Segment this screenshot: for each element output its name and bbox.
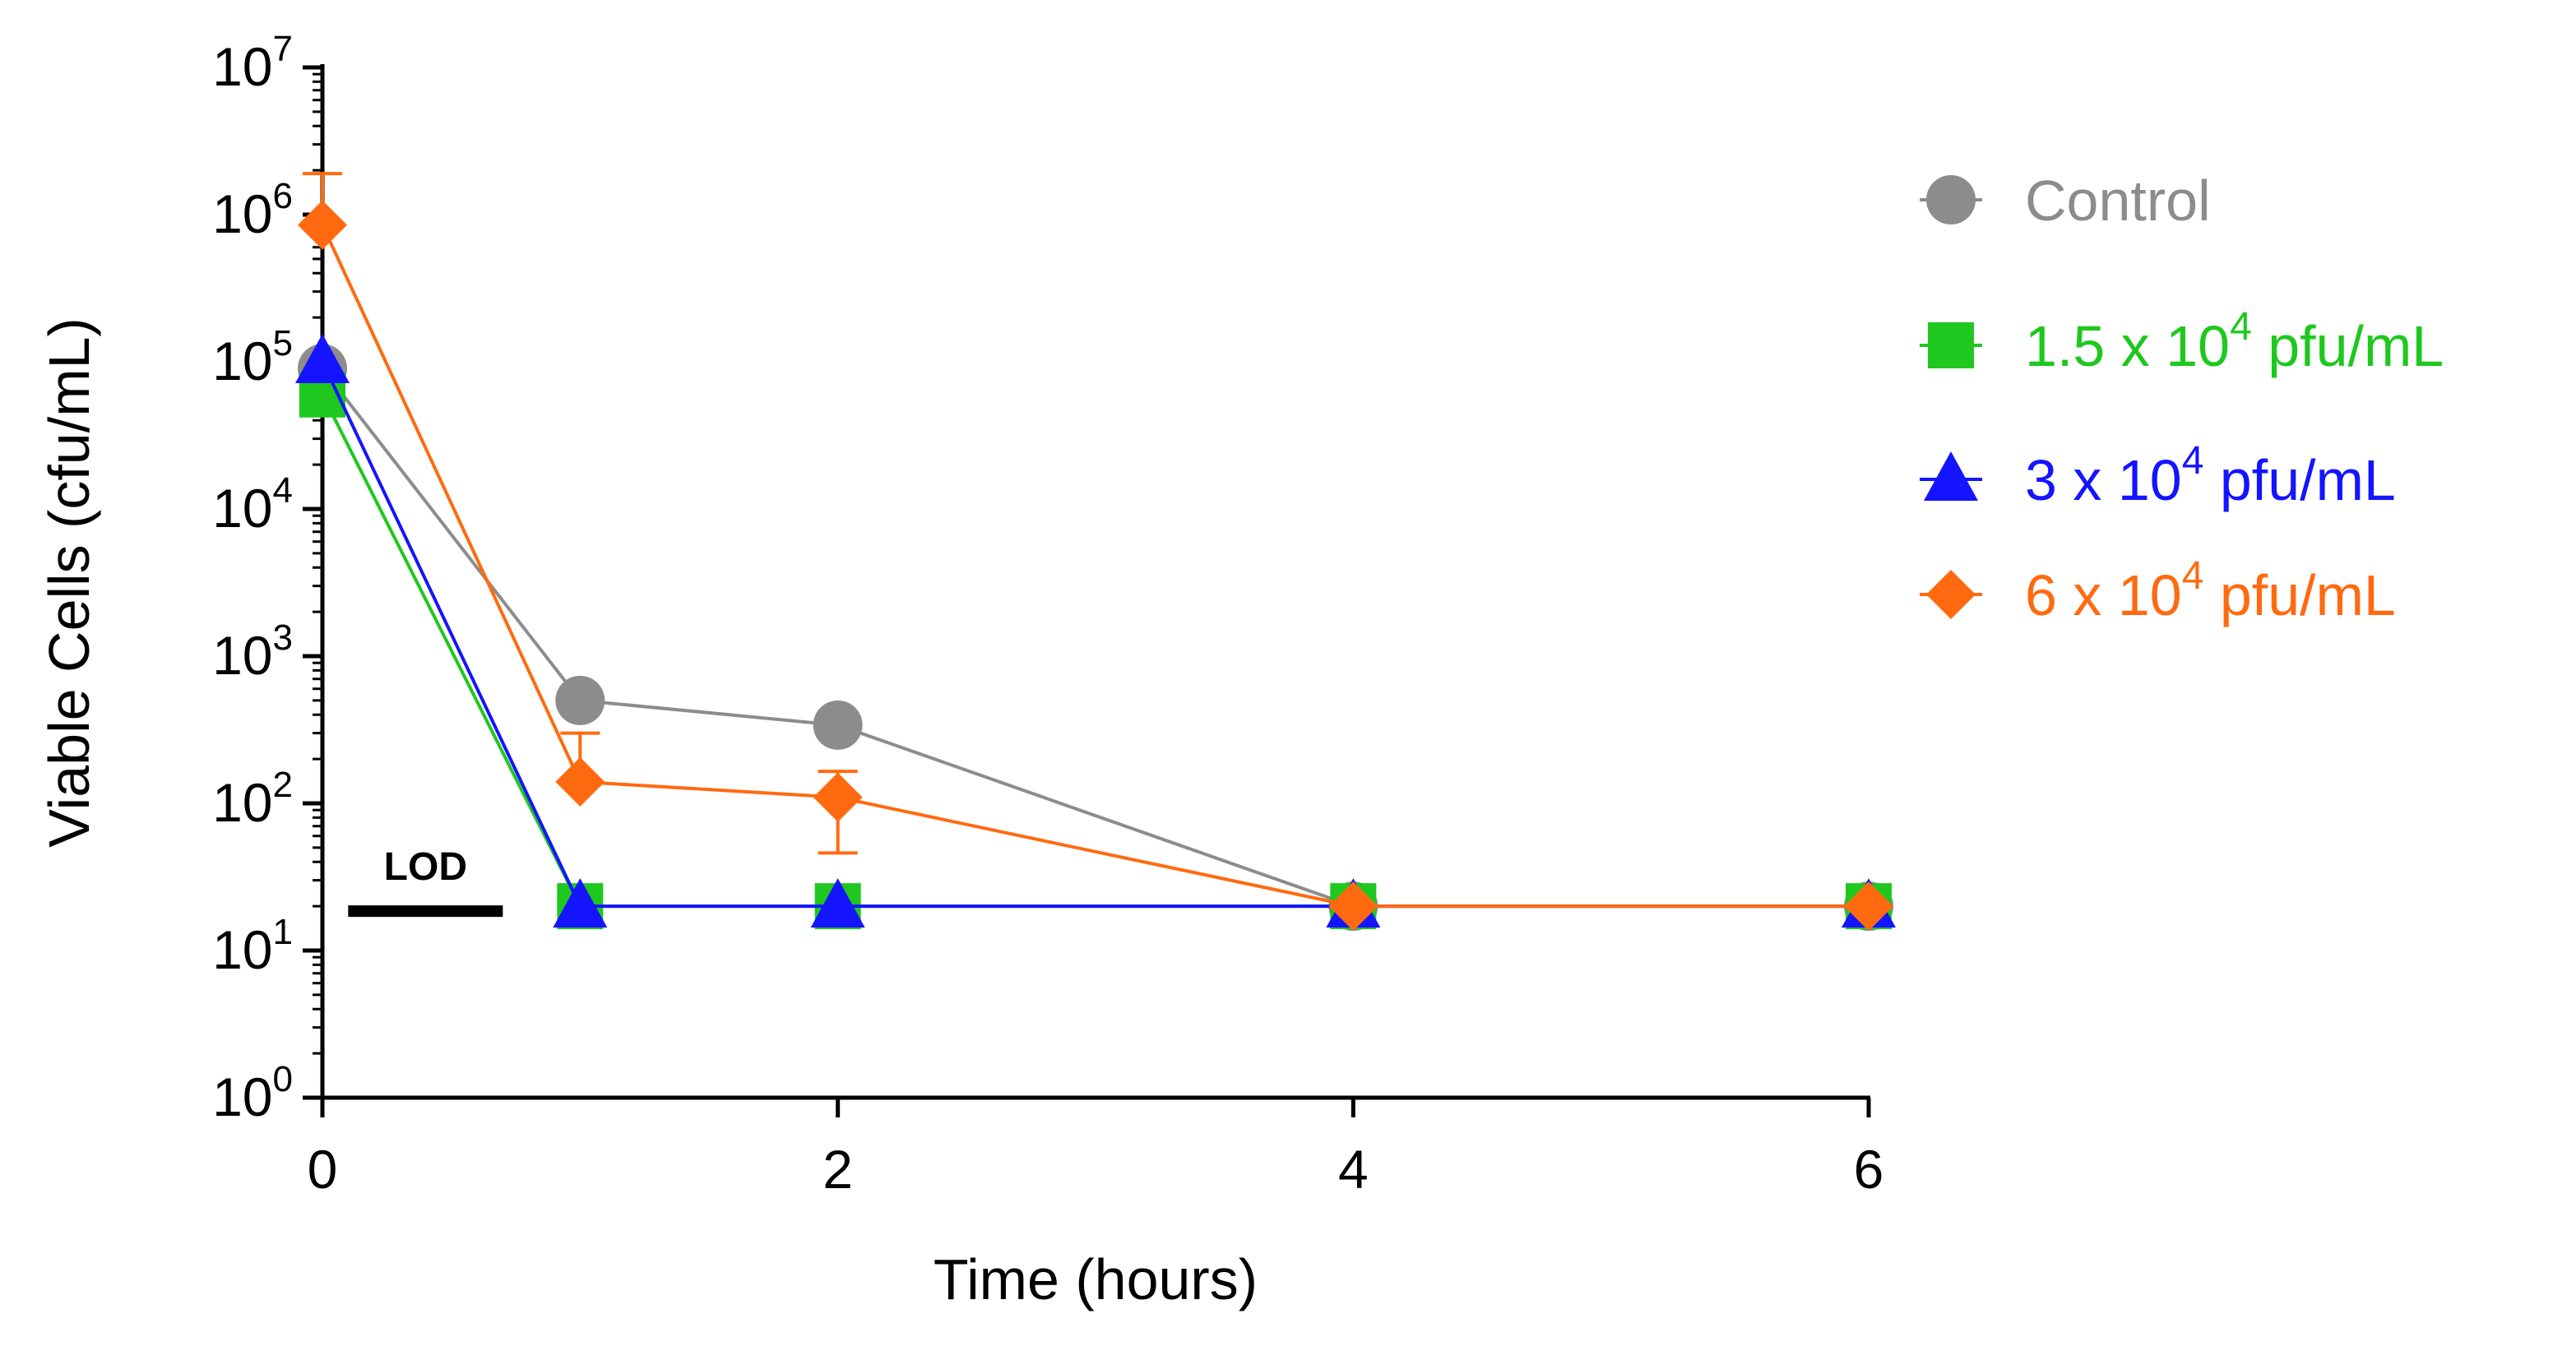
y-tick-base: 10 bbox=[212, 1066, 272, 1127]
data-point bbox=[813, 772, 863, 822]
y-axis-title: Viable Cells (cfu/mL) bbox=[37, 317, 101, 848]
y-tick-label: 107 bbox=[212, 29, 293, 97]
legend-text: 3 x 10 bbox=[2025, 448, 2182, 512]
legend-exponent: 4 bbox=[2182, 554, 2204, 598]
legend-entry: 6 x 104 pfu/mL bbox=[1920, 554, 2396, 627]
y-tick-base: 10 bbox=[212, 625, 272, 686]
x-tick-label: 0 bbox=[308, 1139, 338, 1200]
data-point bbox=[295, 334, 350, 383]
series-line bbox=[321, 224, 1869, 909]
series-line bbox=[321, 367, 1869, 909]
data-point bbox=[1328, 881, 1378, 932]
legend-marker bbox=[1928, 322, 1974, 368]
y-tick-base: 10 bbox=[212, 183, 272, 244]
legend-marker bbox=[1926, 570, 1976, 619]
x-tick-label: 2 bbox=[822, 1139, 853, 1200]
y-tick-base: 10 bbox=[212, 36, 272, 97]
y-tick-exponent: 7 bbox=[273, 29, 293, 69]
y-tick-base: 10 bbox=[212, 331, 272, 391]
data-point bbox=[810, 878, 865, 928]
series-diamond bbox=[298, 172, 1893, 932]
lod-label: LOD bbox=[384, 845, 467, 889]
series-square bbox=[299, 371, 1892, 930]
y-tick-exponent: 3 bbox=[273, 617, 293, 658]
legend-marker bbox=[1926, 175, 1976, 224]
y-tick-label: 105 bbox=[212, 323, 293, 391]
y-tick-base: 10 bbox=[212, 478, 272, 539]
legend-marker bbox=[1924, 451, 1978, 501]
series-line bbox=[321, 393, 1869, 909]
series-group bbox=[295, 172, 1896, 932]
lod-group: LOD bbox=[348, 845, 503, 918]
legend-text: 6 x 10 bbox=[2025, 563, 2182, 627]
y-tick-label: 106 bbox=[212, 176, 293, 244]
legend-label: 6 x 104 pfu/mL bbox=[2025, 554, 2396, 627]
data-point bbox=[553, 878, 608, 928]
y-tick-base: 10 bbox=[212, 919, 272, 980]
y-tick-label: 104 bbox=[212, 470, 293, 539]
legend-text: 1.5 x 10 bbox=[2025, 314, 2230, 378]
series-circle bbox=[298, 344, 1893, 932]
legend-exponent: 4 bbox=[2182, 439, 2204, 483]
legend-text: Control bbox=[2025, 169, 2211, 233]
y-tick-base: 10 bbox=[212, 772, 272, 833]
y-tick-exponent: 2 bbox=[273, 765, 293, 805]
data-point bbox=[813, 700, 863, 750]
y-tick-exponent: 1 bbox=[273, 912, 293, 952]
data-point bbox=[555, 756, 605, 807]
y-tick-label: 103 bbox=[212, 617, 293, 686]
legend-text: pfu/mL bbox=[2203, 563, 2395, 627]
legend-entry: Control bbox=[1920, 169, 2211, 233]
legend-label: Control bbox=[2025, 169, 2211, 233]
y-tick-label: 101 bbox=[212, 912, 293, 980]
y-tick-exponent: 0 bbox=[273, 1059, 293, 1099]
x-axis-title: Time (hours) bbox=[934, 1247, 1258, 1311]
legend-label: 1.5 x 104 pfu/mL bbox=[2025, 305, 2444, 378]
x-tick-label: 6 bbox=[1854, 1139, 1884, 1200]
legend-entry: 1.5 x 104 pfu/mL bbox=[1920, 305, 2444, 378]
y-tick-exponent: 6 bbox=[273, 176, 293, 216]
legend-text: pfu/mL bbox=[2252, 314, 2444, 378]
legend-text: pfu/mL bbox=[2203, 448, 2395, 512]
y-tick-label: 102 bbox=[212, 765, 293, 833]
legend-entry: 3 x 104 pfu/mL bbox=[1920, 439, 2396, 512]
y-tick-label: 100 bbox=[212, 1059, 293, 1127]
legend-label: 3 x 104 pfu/mL bbox=[2025, 439, 2396, 512]
series-triangle bbox=[295, 334, 1896, 928]
data-point bbox=[298, 200, 347, 250]
y-tick-exponent: 5 bbox=[273, 323, 293, 363]
series-line bbox=[321, 361, 1869, 909]
y-tick-exponent: 4 bbox=[273, 470, 293, 511]
data-point bbox=[555, 675, 605, 725]
x-tick-label: 4 bbox=[1338, 1139, 1369, 1200]
data-point bbox=[1844, 881, 1893, 932]
legend-exponent: 4 bbox=[2230, 305, 2252, 349]
